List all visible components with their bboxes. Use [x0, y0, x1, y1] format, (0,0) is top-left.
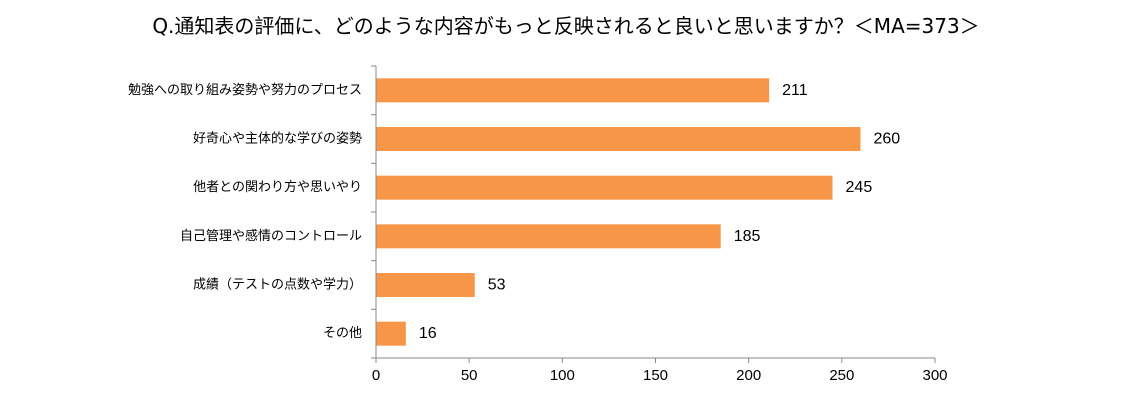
value-label-3: 185: [734, 228, 761, 245]
x-tick-label-3: 150: [643, 367, 668, 384]
bar-0: [376, 78, 770, 103]
x-tick-label-0: 0: [372, 367, 380, 384]
category-label-0: 勉強への取り組み姿勢や努力のプロセス: [128, 82, 362, 98]
bar-4: [376, 273, 475, 297]
category-label-3: 自己管理や感情のコントロール: [180, 228, 362, 244]
x-tick-label-1: 50: [461, 367, 478, 384]
labels-layer: 勉強への取り組み姿勢や努力のプロセス 211 好奇心や主体的な学びの姿勢 260 他者と…: [128, 82, 948, 384]
value-label-0: 211: [782, 82, 808, 99]
x-tick-label-5: 250: [829, 367, 854, 384]
axes-layer: [371, 65, 936, 363]
category-label-4: 成績（テストの点数や学力）: [193, 277, 362, 293]
value-label-4: 53: [488, 277, 506, 294]
value-label-2: 245: [846, 179, 873, 196]
x-tick-label-6: 300: [922, 367, 947, 384]
x-tick-label-2: 100: [550, 367, 575, 384]
x-tick-label-4: 200: [736, 367, 761, 384]
category-label-1: 好奇心や主体的な学びの姿勢: [193, 131, 362, 147]
bars-layer: [376, 78, 861, 346]
value-label-5: 16: [419, 325, 437, 342]
category-label-2: 他者との関わり方や思いやり: [193, 179, 362, 195]
bar-2: [376, 175, 833, 200]
chart-title: Q.通知表の評価に、どのような内容がもっと反映されると良いと思いますか？＜MA=…: [152, 14, 980, 38]
bar-5: [376, 321, 406, 346]
bar-3: [376, 224, 721, 249]
category-label-5: その他: [323, 326, 362, 341]
bar-1: [376, 127, 861, 151]
value-label-1: 260: [873, 131, 900, 148]
